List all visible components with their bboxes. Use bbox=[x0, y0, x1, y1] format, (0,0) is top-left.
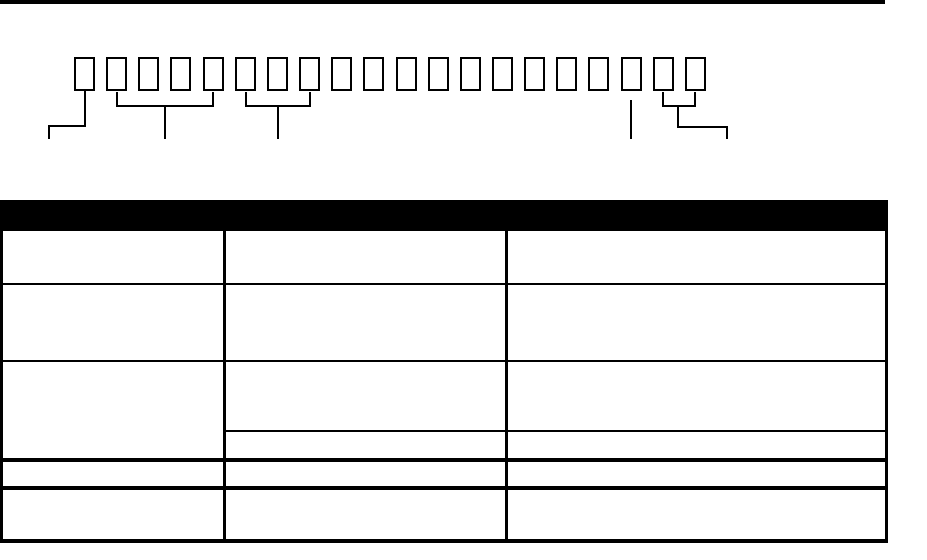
table-cell bbox=[223, 360, 508, 432]
code-box-diagram bbox=[0, 0, 927, 200]
char-box bbox=[203, 57, 224, 91]
bracket-boxes-6-8-stem bbox=[277, 107, 279, 139]
bracket-boxes-6-8 bbox=[245, 92, 311, 107]
char-box bbox=[331, 57, 352, 91]
char-box bbox=[267, 57, 288, 91]
char-box bbox=[396, 57, 417, 91]
table-row bbox=[0, 229, 888, 285]
char-box bbox=[524, 57, 545, 91]
table-header-row bbox=[0, 200, 888, 231]
bracket-boxes-19-20 bbox=[662, 92, 696, 107]
form-table bbox=[0, 200, 888, 543]
char-box bbox=[588, 57, 609, 91]
char-box bbox=[428, 57, 449, 91]
bracket-boxes-19-20-elbow bbox=[677, 126, 728, 139]
char-box bbox=[74, 57, 95, 91]
table-row bbox=[0, 283, 888, 362]
table-row bbox=[0, 487, 888, 543]
table-cell bbox=[223, 283, 508, 362]
char-box bbox=[235, 57, 256, 91]
table-cell bbox=[0, 458, 226, 490]
table-cell bbox=[223, 487, 508, 543]
char-box bbox=[138, 57, 159, 91]
table-cell bbox=[0, 487, 226, 543]
table-cell bbox=[505, 487, 888, 543]
table-cell-rowspan bbox=[0, 360, 226, 461]
table-row bbox=[0, 458, 888, 490]
table-cell bbox=[505, 430, 888, 461]
char-box bbox=[621, 57, 642, 91]
bracket-boxes-2-5 bbox=[116, 92, 214, 107]
char-box bbox=[460, 57, 481, 91]
leader-box18-line bbox=[630, 100, 632, 139]
leader-box1-elbow bbox=[48, 125, 86, 139]
char-box bbox=[363, 57, 384, 91]
char-box bbox=[492, 57, 513, 91]
char-box bbox=[556, 57, 577, 91]
char-box bbox=[299, 57, 320, 91]
char-box bbox=[106, 57, 127, 91]
char-box bbox=[170, 57, 191, 91]
table-cell bbox=[505, 458, 888, 490]
table-cell bbox=[505, 360, 888, 432]
bracket-boxes-19-20-stem bbox=[677, 107, 679, 128]
table-cell bbox=[223, 430, 508, 461]
table-cell bbox=[0, 229, 226, 285]
leader-box1-stem bbox=[84, 91, 86, 127]
bracket-boxes-2-5-stem bbox=[164, 107, 166, 139]
table-cell bbox=[505, 229, 888, 285]
table-row bbox=[0, 360, 888, 461]
table-cell bbox=[223, 229, 508, 285]
table-cell bbox=[223, 458, 508, 490]
table-cell bbox=[505, 283, 888, 362]
char-box bbox=[685, 57, 706, 91]
table-subrow bbox=[2, 430, 888, 461]
top-rule bbox=[0, 0, 885, 4]
table-header-band bbox=[0, 200, 888, 231]
char-box bbox=[653, 57, 674, 91]
table-cell bbox=[0, 283, 226, 362]
